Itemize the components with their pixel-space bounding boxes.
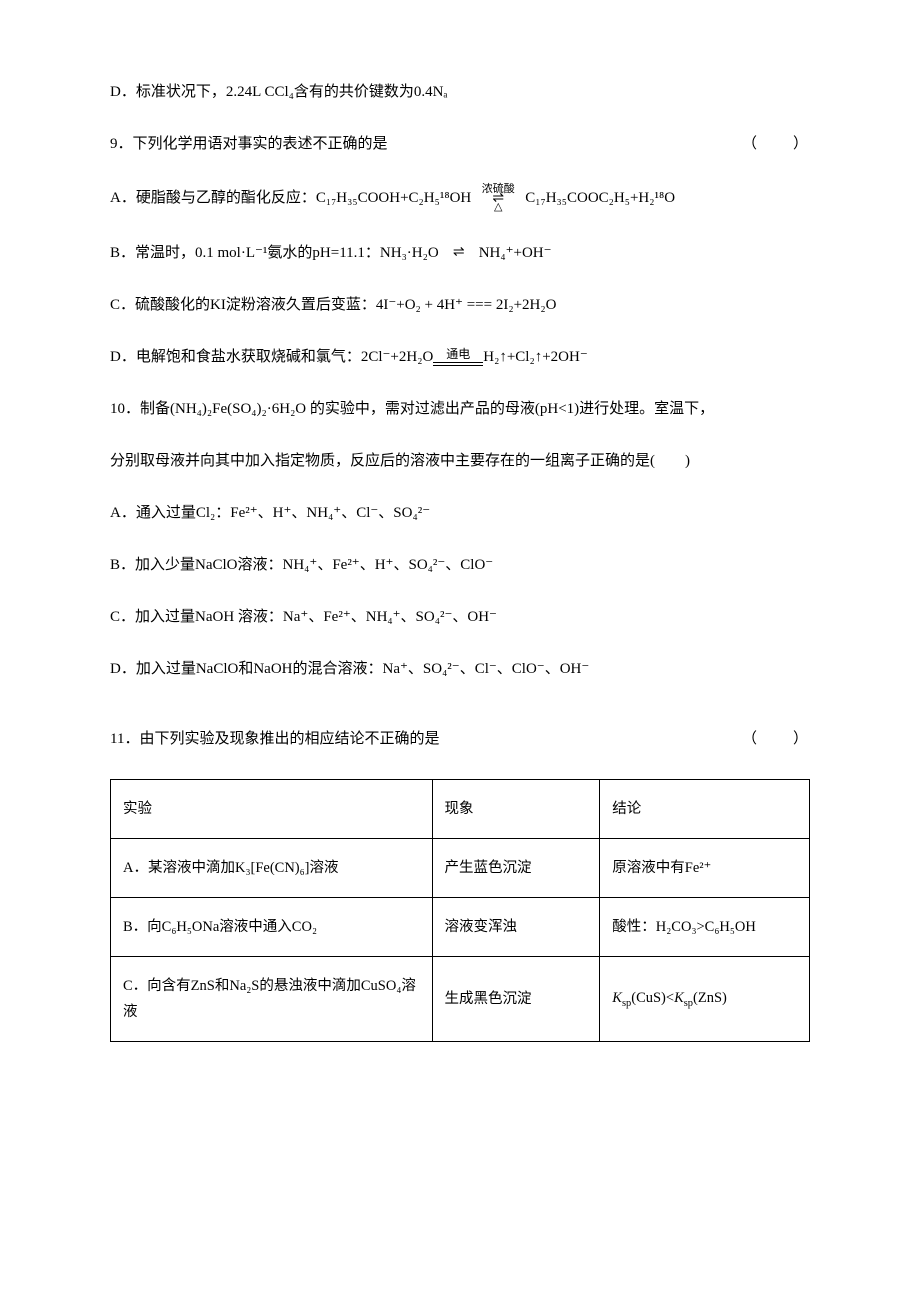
ksp-sub2: sp [684,998,693,1009]
q8-d-text: D．标准状况下，2.24L CCl₄含有的共价键数为0.4Nₐ [110,84,448,100]
q10-stem-line2: 分别取母液并向其中加入指定物质，反应后的溶液中主要存在的一组离子正确的是( ) [110,449,810,473]
spacer [110,709,810,727]
q10-option-c: C．加入过量NaOH 溶液：Na⁺、Fe²⁺、NH₄⁺、SO₄²⁻、OH⁻ [110,605,810,629]
q9-c-text: C．硫酸酸化的KI淀粉溶液久置后变蓝：4I⁻+O₂ + 4H⁺ === 2I₂+… [110,297,556,313]
electrolysis-arrow: 通电 [433,348,483,368]
table-row: 实验 现象 结论 [111,780,810,839]
ksp-mid: (CuS)< [631,990,674,1006]
cell-a-exp: A．某溶液中滴加K₃[Fe(CN)₆]溶液 [111,839,433,898]
reaction-arrow-eq: 浓硫酸 ⇌ △ [471,184,525,213]
q9-header: 9．下列化学用语对事实的表述不正确的是 （ ） [110,132,810,156]
q9-d-post: H₂↑+Cl₂↑+2OH⁻ [483,349,587,365]
cell-c-exp: C．向含有ZnS和Na₂S的悬浊液中滴加CuSO₄溶液 [111,957,433,1042]
q9-paren: （ ） [742,132,810,156]
q9-a-post: C₁₇H₃₅COOC₂H₅+H₂¹⁸O [525,190,675,206]
q9-option-b: B．常温时，0.1 mol·L⁻¹氨水的pH=11.1：NH₃·H₂O⇌NH₄⁺… [110,241,810,265]
harpoon-icon: ⇌ [439,242,479,264]
q10-stem2: 分别取母液并向其中加入指定物质，反应后的溶液中主要存在的一组离子正确的是( ) [110,453,690,469]
cell-b-exp: B．向C₆H₅ONa溶液中通入CO₂ [111,898,433,957]
q10-d: D．加入过量NaClO和NaOH的混合溶液：Na⁺、SO₄²⁻、Cl⁻、ClO⁻… [110,661,589,677]
table-head-phenomenon: 现象 [432,780,600,839]
q8-option-d: D．标准状况下，2.24L CCl₄含有的共价键数为0.4Nₐ [110,80,810,104]
q10-stem-line1: 10．制备(NH₄)₂Fe(SO₄)₂·6H₂O 的实验中，需对过滤出产品的母液… [110,397,810,421]
q9-a-pre: A．硬脂酸与乙醇的酯化反应：C₁₇H₃₅COOH+C₂H₅¹⁸OH [110,190,471,206]
q10-option-a: A．通入过量Cl₂：Fe²⁺、H⁺、NH₄⁺、Cl⁻、SO₄²⁻ [110,501,810,525]
table-head-experiment: 实验 [111,780,433,839]
cell-c-conc: Ksp(CuS)<Ksp(ZnS) [600,957,810,1042]
q9-stem: 9．下列化学用语对事实的表述不正确的是 [110,132,388,156]
table-row: B．向C₆H₅ONa溶液中通入CO₂ 溶液变浑浊 酸性：H₂CO₃>C₆H₅OH [111,898,810,957]
cell-a-phen: 产生蓝色沉淀 [432,839,600,898]
cell-b-phen: 溶液变浑浊 [432,898,600,957]
table-head-conclusion: 结论 [600,780,810,839]
q9-option-d: D．电解饱和食盐水获取烧碱和氯气：2Cl⁻+2H₂O 通电 H₂↑+Cl₂↑+2… [110,345,810,369]
cell-c-phen: 生成黑色沉淀 [432,957,600,1042]
q11-stem: 11．由下列实验及现象推出的相应结论不正确的是 [110,727,439,751]
ksp-k: K [612,990,622,1006]
q9-option-a: A．硬脂酸与乙醇的酯化反应：C₁₇H₃₅COOH+C₂H₅¹⁸OH 浓硫酸 ⇌ … [110,184,810,213]
ksp-sub: sp [622,998,631,1009]
table-row: A．某溶液中滴加K₃[Fe(CN)₆]溶液 产生蓝色沉淀 原溶液中有Fe²⁺ [111,839,810,898]
q9-b-post: NH₄⁺+OH⁻ [479,245,552,261]
q10-c: C．加入过量NaOH 溶液：Na⁺、Fe²⁺、NH₄⁺、SO₄²⁻、OH⁻ [110,609,497,625]
cell-a-conc: 原溶液中有Fe²⁺ [600,839,810,898]
q11-table: 实验 现象 结论 A．某溶液中滴加K₃[Fe(CN)₆]溶液 产生蓝色沉淀 原溶… [110,779,810,1042]
q10-a: A．通入过量Cl₂：Fe²⁺、H⁺、NH₄⁺、Cl⁻、SO₄²⁻ [110,505,430,521]
q9-d-pre: D．电解饱和食盐水获取烧碱和氯气：2Cl⁻+2H₂O [110,349,433,365]
ksp-post: (ZnS) [693,990,727,1006]
q10-option-b: B．加入少量NaClO溶液：NH₄⁺、Fe²⁺、H⁺、SO₄²⁻、ClO⁻ [110,553,810,577]
q11-paren: （ ） [742,727,810,751]
arrow-bottom-label: △ [471,202,525,213]
ksp-k2: K [674,990,684,1006]
q9-b-pre: B．常温时，0.1 mol·L⁻¹氨水的pH=11.1：NH₃·H₂O [110,245,439,261]
q10-stem1: 10．制备(NH₄)₂Fe(SO₄)₂·6H₂O 的实验中，需对过滤出产品的母液… [110,401,714,417]
q9-option-c: C．硫酸酸化的KI淀粉溶液久置后变蓝：4I⁻+O₂ + 4H⁺ === 2I₂+… [110,293,810,317]
q11-header: 11．由下列实验及现象推出的相应结论不正确的是 （ ） [110,727,810,751]
cell-b-conc: 酸性：H₂CO₃>C₆H₅OH [600,898,810,957]
arrow-top-label: 通电 [433,348,483,360]
q10-b: B．加入少量NaClO溶液：NH₄⁺、Fe²⁺、H⁺、SO₄²⁻、ClO⁻ [110,557,493,573]
table-row: C．向含有ZnS和Na₂S的悬浊液中滴加CuSO₄溶液 生成黑色沉淀 Ksp(C… [111,957,810,1042]
q10-option-d: D．加入过量NaClO和NaOH的混合溶液：Na⁺、SO₄²⁻、Cl⁻、ClO⁻… [110,657,810,681]
equals-line-icon [433,362,483,366]
